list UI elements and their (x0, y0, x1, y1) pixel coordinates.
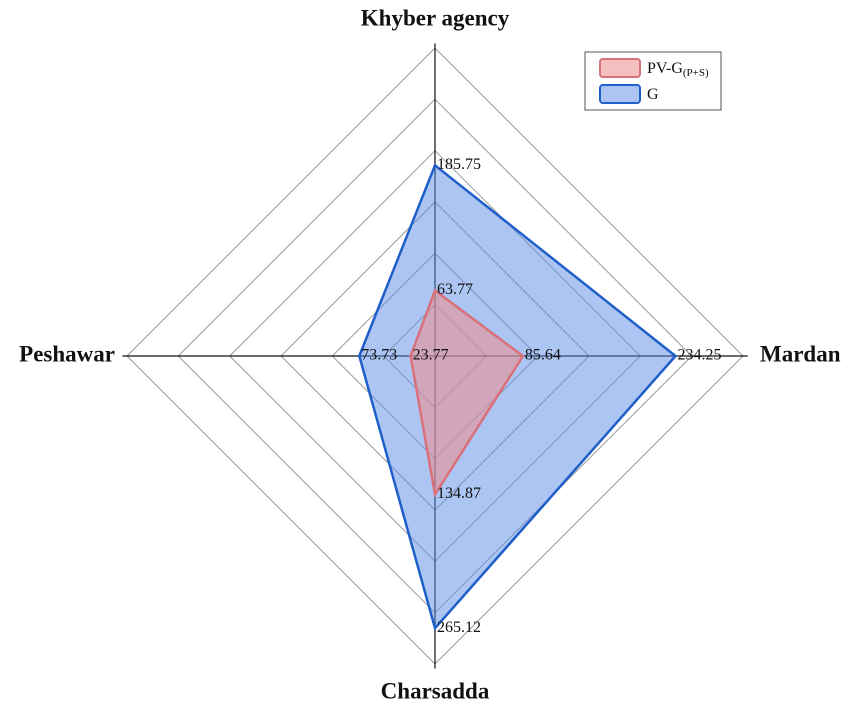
value-label: 85.64 (525, 347, 561, 364)
value-label: 73.73 (361, 347, 397, 364)
category-label: Peshawar (19, 341, 115, 366)
legend-label: G (647, 86, 659, 103)
series-area (357, 163, 678, 631)
value-label: 23.77 (413, 347, 449, 364)
category-label: Mardan (760, 341, 841, 366)
legend-swatch (599, 58, 641, 78)
value-label: 185.75 (437, 156, 481, 173)
value-label: 234.25 (677, 347, 721, 364)
legend-label: PV-G(P+S) (647, 60, 709, 79)
value-label: 134.87 (437, 485, 481, 502)
legend-name: PV-G (647, 60, 683, 77)
value-label: 63.77 (437, 281, 473, 298)
legend-swatch (599, 84, 641, 104)
value-label: 265.12 (437, 619, 481, 636)
legend-name: G (647, 86, 659, 103)
legend-subscript: (P+S) (683, 67, 709, 79)
category-label: Charsadda (381, 678, 490, 703)
category-label: Khyber agency (361, 5, 510, 30)
series-area (409, 288, 525, 498)
